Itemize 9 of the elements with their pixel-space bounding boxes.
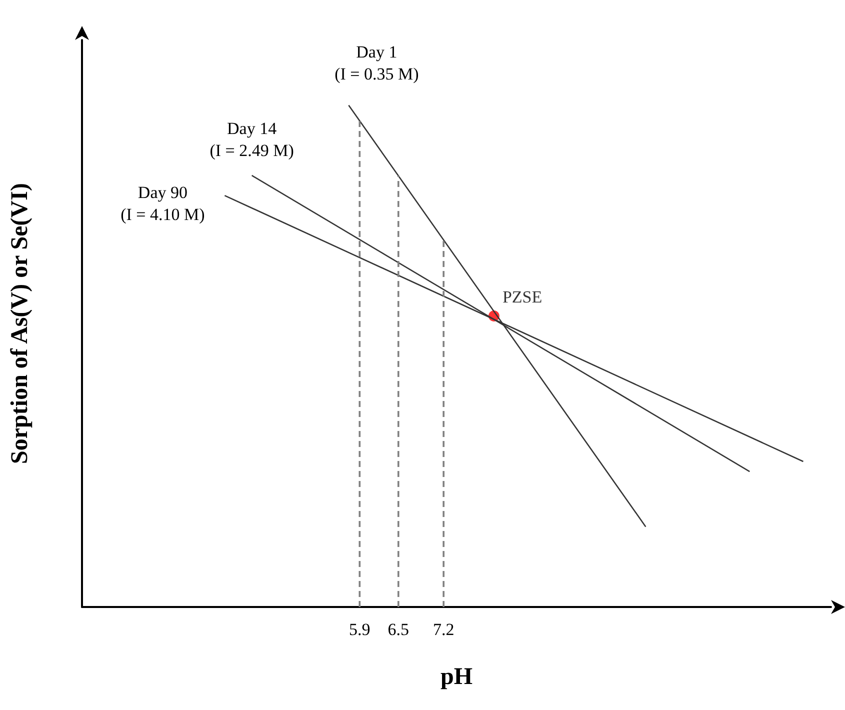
series-label: Day 1 (I = 0.35 M) bbox=[334, 42, 419, 84]
x-tick-label: 7.2 bbox=[432, 620, 454, 639]
x-tick-label: 6.5 bbox=[388, 620, 410, 639]
text: Day 14 (I = 2.49 M) bbox=[210, 118, 294, 160]
x-tick-label: 5.9 bbox=[349, 620, 370, 639]
x-axis-title: pH bbox=[440, 664, 473, 690]
series-label: Day 90 (I = 4.10 M) bbox=[120, 183, 205, 224]
y-axis-title: Sorption of As(V) or Se(VI) bbox=[7, 183, 33, 464]
series-label: PZSE bbox=[502, 287, 542, 306]
